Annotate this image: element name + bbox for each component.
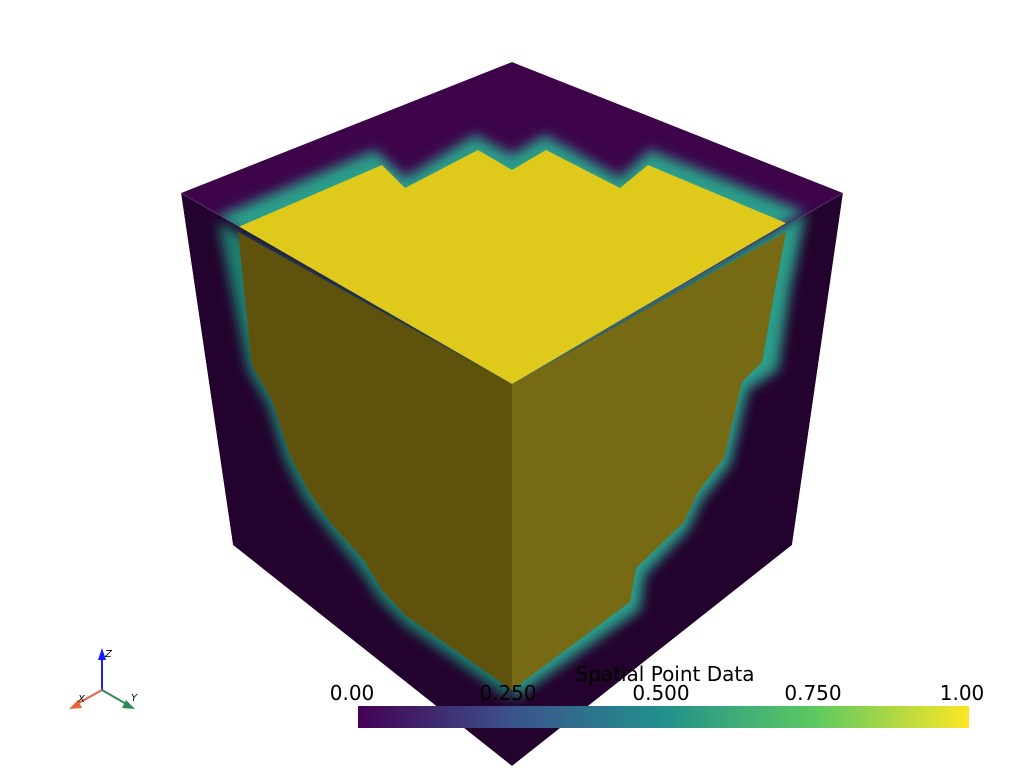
x-axis-arrow-icon bbox=[69, 700, 82, 709]
scalar-bar-tick-label: 1.00 bbox=[940, 681, 985, 705]
scalar-bar-tick-label: 0.250 bbox=[479, 681, 536, 705]
scalar-bar-tick-label: 0.500 bbox=[632, 681, 689, 705]
cube-left-face bbox=[181, 193, 512, 766]
z-axis-label: Z bbox=[104, 649, 113, 660]
y-axis-line bbox=[101, 689, 129, 706]
x-axis-line bbox=[74, 689, 103, 706]
z-axis-arrow-icon bbox=[98, 648, 106, 660]
x-axis-label: X bbox=[77, 694, 86, 705]
cube-right-face bbox=[512, 193, 843, 766]
scalar-bar: Spatial Point Data 0.00 0.250 0.500 0.75… bbox=[330, 662, 985, 728]
y-axis-label: Y bbox=[131, 693, 138, 704]
scalar-bar-title: Spatial Point Data bbox=[576, 662, 755, 686]
cube-top-face bbox=[181, 62, 843, 384]
y-axis-arrow-icon bbox=[122, 700, 135, 709]
scalar-bar-tick-label: 0.750 bbox=[784, 681, 841, 705]
scalar-bar-gradient bbox=[358, 706, 969, 728]
cube-mesh bbox=[181, 62, 843, 766]
scalar-bar-tick-label: 0.00 bbox=[330, 681, 375, 705]
orientation-axes[interactable]: Z X Y bbox=[69, 648, 138, 709]
